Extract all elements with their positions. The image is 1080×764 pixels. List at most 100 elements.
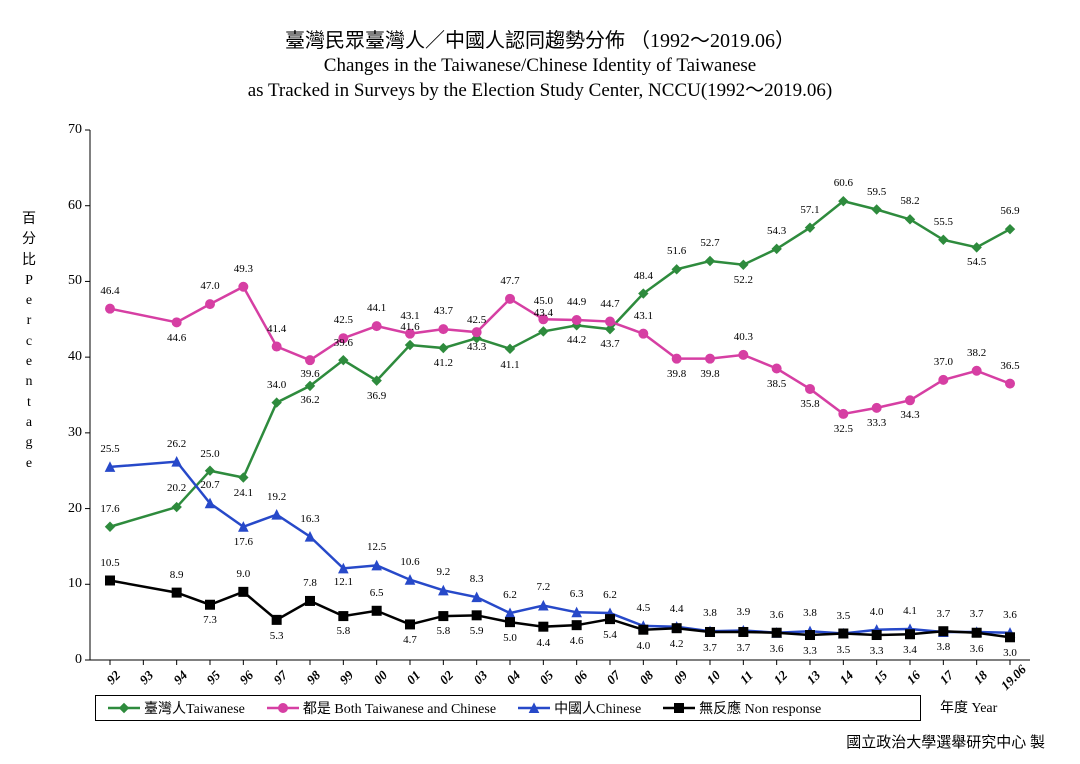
x-tick-label: 94 <box>170 667 191 688</box>
data-point-label: 46.4 <box>100 285 119 297</box>
data-point-label: 38.5 <box>767 378 786 390</box>
data-point-label: 51.6 <box>667 245 686 257</box>
data-point-label: 43.1 <box>634 310 653 322</box>
data-point-label: 44.6 <box>167 332 186 344</box>
x-tick-label: 99 <box>337 667 358 688</box>
y-tick-label: 10 <box>52 576 82 592</box>
data-point-label: 3.7 <box>936 608 950 620</box>
data-point-label: 4.5 <box>636 602 650 614</box>
data-point-label: 7.8 <box>303 577 317 589</box>
data-point-label: 4.1 <box>903 605 917 617</box>
data-point-label: 35.8 <box>800 398 819 410</box>
data-point-label: 25.5 <box>100 443 119 455</box>
data-point-label: 45.0 <box>534 295 553 307</box>
data-point-label: 5.0 <box>503 632 517 644</box>
data-point-label: 17.6 <box>100 503 119 515</box>
x-tick-label: 13 <box>803 667 824 688</box>
data-point-label: 3.6 <box>770 609 784 621</box>
legend-swatch <box>108 701 140 715</box>
data-point-label: 4.0 <box>636 640 650 652</box>
data-point-label: 52.7 <box>700 237 719 249</box>
x-tick-label: 16 <box>903 667 924 688</box>
data-point-label: 44.7 <box>600 298 619 310</box>
data-point-label: 24.1 <box>234 487 253 499</box>
data-point-label: 3.6 <box>1003 609 1017 621</box>
y-tick-label: 20 <box>52 501 82 517</box>
y-axis-label: 百分比 Percentage <box>20 210 38 474</box>
data-point-label: 3.7 <box>703 642 717 654</box>
title-line-3: as Tracked in Surveys by the Election St… <box>0 79 1080 104</box>
data-point-label: 43.7 <box>434 305 453 317</box>
data-point-label: 3.5 <box>836 610 850 622</box>
chart-title: 臺灣民眾臺灣人／中國人認同趨勢分佈 （1992～2019.06） Changes… <box>0 28 1080 103</box>
data-point-label: 10.6 <box>400 556 419 568</box>
data-point-label: 10.5 <box>100 557 119 569</box>
data-point-label: 6.2 <box>603 589 617 601</box>
x-tick-label: 10 <box>703 667 724 688</box>
data-point-label: 3.8 <box>703 607 717 619</box>
data-point-label: 34.0 <box>267 379 286 391</box>
data-point-label: 16.3 <box>300 513 319 525</box>
legend-swatch <box>663 701 695 715</box>
data-point-label: 42.5 <box>334 314 353 326</box>
data-point-label: 3.4 <box>903 644 917 656</box>
legend-swatch <box>518 701 550 715</box>
data-point-label: 41.2 <box>434 357 453 369</box>
data-point-label: 41.1 <box>500 359 519 371</box>
x-tick-label: 09 <box>670 667 691 688</box>
data-point-label: 3.6 <box>970 643 984 655</box>
x-tick-label: 02 <box>437 667 458 688</box>
x-tick-label: 96 <box>237 667 258 688</box>
x-tick-label: 19.06 <box>998 662 1030 694</box>
data-point-label: 54.5 <box>967 256 986 268</box>
credit-line: 國立政治大學選舉研究中心 製 <box>846 731 1045 752</box>
data-point-label: 8.9 <box>170 569 184 581</box>
data-point-label: 41.6 <box>400 321 419 333</box>
data-point-label: 25.0 <box>200 448 219 460</box>
data-point-label: 58.2 <box>900 195 919 207</box>
data-point-label: 55.5 <box>934 216 953 228</box>
data-point-label: 39.6 <box>300 368 319 380</box>
data-point-label: 39.8 <box>667 368 686 380</box>
data-point-label: 60.6 <box>834 177 853 189</box>
x-axis-label: 年度 Year <box>940 697 997 717</box>
data-point-label: 41.4 <box>267 323 286 335</box>
y-tick-label: 40 <box>52 349 82 365</box>
data-point-label: 3.5 <box>836 644 850 656</box>
data-point-label: 56.9 <box>1000 205 1019 217</box>
x-tick-label: 06 <box>570 667 591 688</box>
x-tick-label: 14 <box>837 667 858 688</box>
legend: 臺灣人Taiwanese都是 Both Taiwanese and Chines… <box>95 695 921 721</box>
x-tick-label: 97 <box>270 667 291 688</box>
data-point-label: 43.1 <box>400 310 419 322</box>
legend-swatch <box>267 701 299 715</box>
x-tick-label: 92 <box>103 667 124 688</box>
data-point-label: 3.3 <box>870 645 884 657</box>
legend-label: 都是 Both Taiwanese and Chinese <box>303 698 496 718</box>
data-point-label: 4.2 <box>670 638 684 650</box>
y-tick-label: 50 <box>52 273 82 289</box>
data-point-label: 5.3 <box>270 630 284 642</box>
plot-area <box>90 130 1030 660</box>
x-tick-label: 11 <box>737 668 757 688</box>
data-point-label: 26.2 <box>167 438 186 450</box>
data-point-label: 8.3 <box>470 573 484 585</box>
data-point-label: 52.2 <box>734 274 753 286</box>
data-point-label: 5.8 <box>336 625 350 637</box>
data-point-label: 3.0 <box>1003 647 1017 659</box>
data-point-label: 12.5 <box>367 541 386 553</box>
chart-container: 臺灣民眾臺灣人／中國人認同趨勢分佈 （1992～2019.06） Changes… <box>0 0 1080 764</box>
title-line-2: Changes in the Taiwanese/Chinese Identit… <box>0 54 1080 79</box>
data-point-label: 5.8 <box>436 625 450 637</box>
y-tick-label: 0 <box>52 652 82 668</box>
legend-item-nonresponse: 無反應 Non response <box>663 698 821 718</box>
legend-item-both: 都是 Both Taiwanese and Chinese <box>267 698 496 718</box>
data-point-label: 17.6 <box>234 536 253 548</box>
data-point-label: 3.7 <box>970 608 984 620</box>
data-point-label: 6.3 <box>570 588 584 600</box>
data-point-label: 3.9 <box>736 606 750 618</box>
data-point-label: 3.3 <box>803 645 817 657</box>
data-point-label: 12.1 <box>334 576 353 588</box>
x-tick-label: 07 <box>603 667 624 688</box>
data-point-label: 5.4 <box>603 629 617 641</box>
